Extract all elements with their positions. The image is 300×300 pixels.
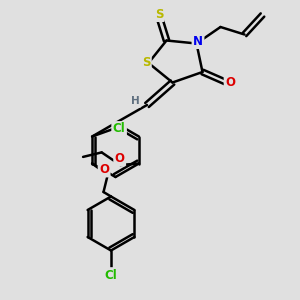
Text: O: O — [99, 163, 109, 176]
Text: Cl: Cl — [105, 268, 117, 282]
Text: Cl: Cl — [113, 122, 125, 136]
Text: O: O — [225, 76, 235, 89]
Text: S: S — [142, 56, 150, 69]
Text: S: S — [155, 8, 163, 21]
Text: O: O — [115, 152, 125, 165]
Text: N: N — [193, 34, 203, 48]
Text: H: H — [131, 96, 140, 106]
